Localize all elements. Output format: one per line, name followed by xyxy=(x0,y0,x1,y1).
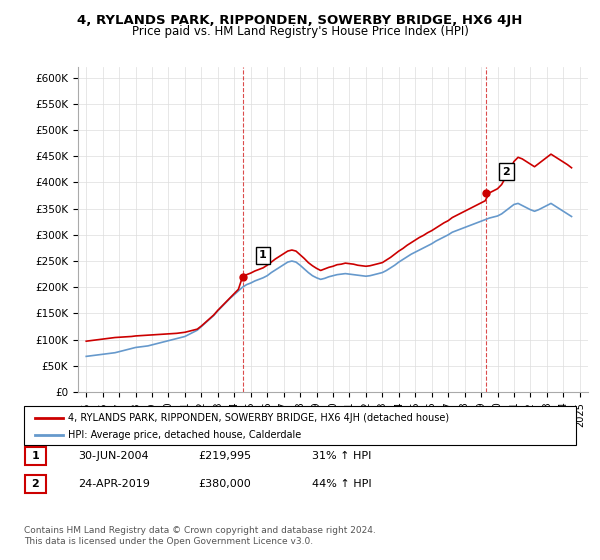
Text: This data is licensed under the Open Government Licence v3.0.: This data is licensed under the Open Gov… xyxy=(24,538,313,547)
Text: 4, RYLANDS PARK, RIPPONDEN, SOWERBY BRIDGE, HX6 4JH: 4, RYLANDS PARK, RIPPONDEN, SOWERBY BRID… xyxy=(77,14,523,27)
Text: 31% ↑ HPI: 31% ↑ HPI xyxy=(312,451,371,461)
FancyBboxPatch shape xyxy=(25,475,46,493)
Text: HPI: Average price, detached house, Calderdale: HPI: Average price, detached house, Cald… xyxy=(68,431,301,440)
Text: 4, RYLANDS PARK, RIPPONDEN, SOWERBY BRIDGE, HX6 4JH (detached house): 4, RYLANDS PARK, RIPPONDEN, SOWERBY BRID… xyxy=(68,413,449,423)
Text: 1: 1 xyxy=(32,451,39,461)
Text: 2: 2 xyxy=(502,166,510,176)
Text: £380,000: £380,000 xyxy=(198,479,251,489)
Text: 44% ↑ HPI: 44% ↑ HPI xyxy=(312,479,371,489)
Text: 1: 1 xyxy=(259,250,267,260)
FancyBboxPatch shape xyxy=(25,447,46,465)
FancyBboxPatch shape xyxy=(24,406,576,445)
Text: Price paid vs. HM Land Registry's House Price Index (HPI): Price paid vs. HM Land Registry's House … xyxy=(131,25,469,38)
Text: 2: 2 xyxy=(32,479,39,489)
Text: £219,995: £219,995 xyxy=(198,451,251,461)
Text: 24-APR-2019: 24-APR-2019 xyxy=(78,479,150,489)
Text: 30-JUN-2004: 30-JUN-2004 xyxy=(78,451,149,461)
Text: Contains HM Land Registry data © Crown copyright and database right 2024.: Contains HM Land Registry data © Crown c… xyxy=(24,526,376,535)
